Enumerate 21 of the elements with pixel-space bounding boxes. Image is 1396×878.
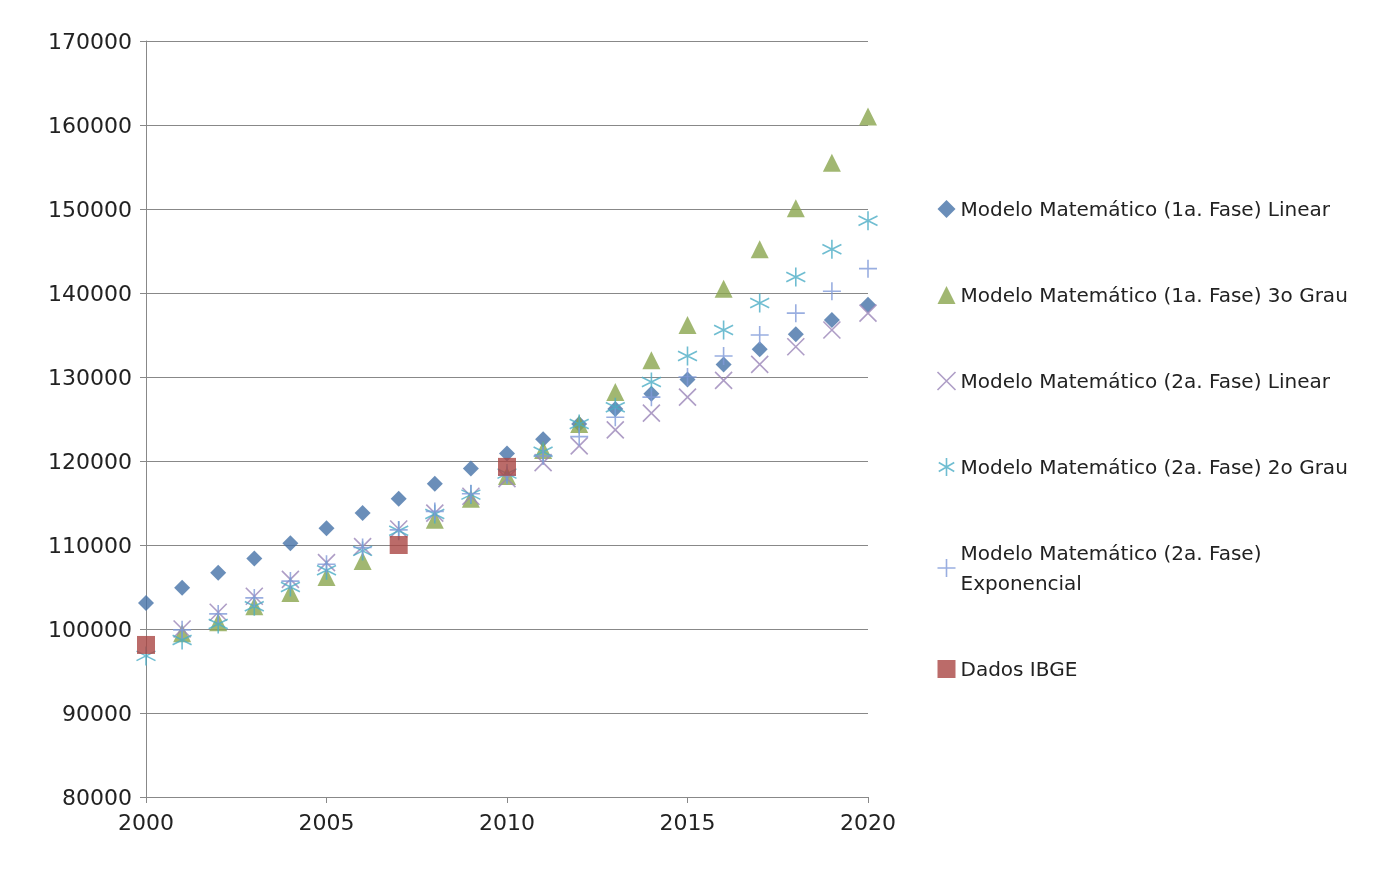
- y-tick-label: 160000: [48, 112, 132, 138]
- y-tick-label: 170000: [48, 28, 132, 54]
- x-tick-label: 2000: [118, 809, 174, 835]
- y-tick-label: 80000: [62, 784, 132, 810]
- y-tick-label: 100000: [48, 616, 132, 642]
- y-tick-label: 140000: [48, 280, 132, 306]
- x-tick-label: 2005: [298, 809, 355, 835]
- y-tick-label: 120000: [48, 448, 132, 474]
- y-tick-label: 130000: [48, 364, 132, 390]
- legend-label: Modelo Matemático (1a. Fase) 3o Grau: [960, 283, 1348, 307]
- y-tick-label: 150000: [48, 196, 132, 222]
- legend-label: Modelo Matemático (2a. Fase) 2o Grau: [960, 455, 1348, 479]
- y-tick-label: 110000: [48, 532, 132, 558]
- legend-label: Modelo Matemático (2a. Fase) Linear: [960, 369, 1331, 393]
- x-tick-label: 2015: [659, 809, 716, 835]
- y-tick-label: 90000: [62, 700, 132, 726]
- legend-label: Modelo Matemático (1a. Fase) Linear: [960, 197, 1331, 221]
- x-tick-label: 2020: [840, 809, 896, 835]
- x-tick-label: 2010: [479, 809, 535, 835]
- legend-label: Dados IBGE: [960, 657, 1078, 681]
- legend-label: Modelo Matemático (2a. Fase) Exponencial: [960, 541, 1268, 595]
